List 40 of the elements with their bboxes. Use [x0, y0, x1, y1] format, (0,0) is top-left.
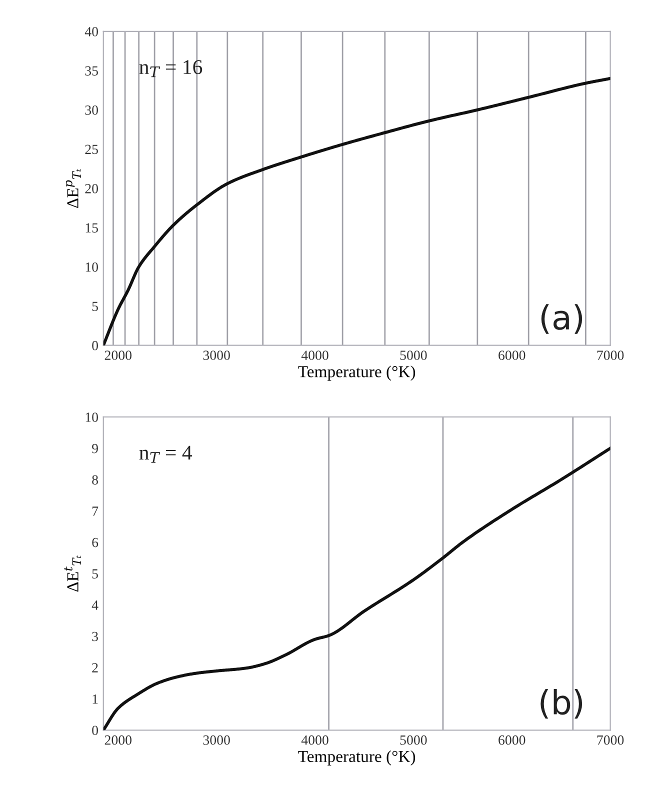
annotation: n$_{T}$ = 16	[139, 60, 202, 78]
y-tick-label: 30	[85, 105, 98, 115]
x-axis-title: Temperature (°K)	[298, 366, 416, 381]
y-tick-label: 3	[92, 632, 98, 642]
x-tick-label: 7000	[597, 735, 624, 745]
x-tick-label: 6000	[498, 350, 526, 360]
x-tick-label: 3000	[203, 350, 230, 360]
y-tick-label: 10	[86, 412, 98, 422]
x-tick-label: 7000	[597, 350, 624, 360]
y-tick-label: 5	[92, 569, 98, 579]
y-tick-label: 35	[85, 66, 98, 76]
y-tick-label: 15	[86, 223, 98, 233]
y-tick-label: 7	[92, 506, 98, 516]
x-tick-label: 2000	[104, 735, 132, 745]
y-tick-label: 6	[92, 538, 98, 548]
y-tick-label: 10	[86, 262, 98, 272]
y-tick-label: 9	[92, 444, 98, 454]
annotation: n$_{T}$ = 4	[139, 446, 192, 463]
y-tick-label: 2	[92, 663, 98, 672]
y-tick-label: 4	[92, 600, 98, 610]
y-tick-label: 1	[92, 694, 98, 704]
x-tick-label: 5000	[400, 735, 427, 745]
y-tick-label: 5	[92, 302, 98, 312]
y-tick-label: 8	[92, 475, 98, 485]
y-tick-label: 40	[84, 26, 98, 36]
y-tick-label: 0	[92, 726, 98, 736]
x-tick-label: 2000	[104, 350, 132, 360]
annotation: (b)	[540, 688, 582, 719]
x-tick-label: 5000	[400, 350, 427, 360]
y-tick-label: 0	[92, 340, 98, 350]
x-tick-label: 4000	[301, 350, 328, 360]
x-tick-label: 4000	[301, 735, 328, 745]
y-tick-label: 20	[85, 184, 98, 194]
annotation: (a)	[541, 304, 582, 334]
x-tick-label: 3000	[203, 735, 230, 745]
y-tick-label: 25	[85, 144, 98, 154]
y-axis-title: ΔE$^{p}$$_{Tₜ}$	[66, 168, 81, 208]
x-tick-label: 6000	[498, 735, 526, 745]
x-axis-title: Temperature (°K)	[298, 750, 416, 766]
y-axis-title: ΔE$^{t}$$_{Tₜ}$	[64, 555, 82, 592]
